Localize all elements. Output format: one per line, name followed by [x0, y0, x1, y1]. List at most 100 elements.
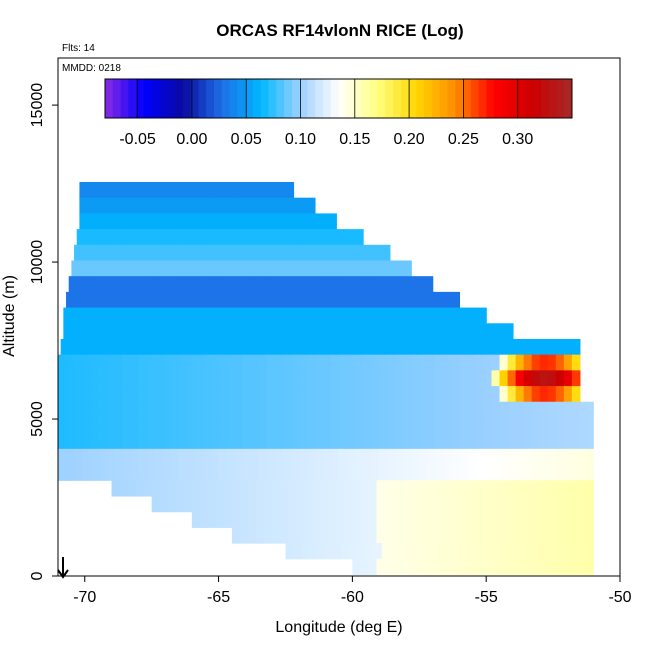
- heat-cell: [448, 307, 458, 324]
- heat-cell: [79, 182, 89, 199]
- heat-cell: [341, 543, 351, 560]
- heat-cell: [74, 386, 83, 403]
- heat-cell: [333, 543, 343, 560]
- heat-cell: [199, 213, 209, 230]
- heat-cell: [293, 229, 303, 246]
- heat-cell: [239, 213, 249, 230]
- heat-cell: [451, 291, 461, 309]
- heat-cell: [103, 307, 113, 324]
- heat-cell: [384, 260, 394, 277]
- heat-cell: [231, 260, 241, 277]
- x-tick-label: -65: [207, 589, 230, 606]
- heat-cell: [352, 495, 362, 513]
- heat-cell: [579, 448, 589, 466]
- heat-cell: [154, 401, 163, 419]
- heat-cell: [312, 260, 321, 277]
- heat-cell: [210, 417, 220, 434]
- heat-cell: [376, 511, 386, 528]
- heat-cell: [106, 464, 115, 481]
- heat-cell: [440, 495, 450, 513]
- heat-cell: [226, 370, 236, 387]
- heat-cell: [258, 244, 268, 262]
- heat-cell: [98, 464, 107, 481]
- heat-cell: [280, 307, 289, 324]
- heat-cell: [231, 307, 241, 324]
- heat-cell: [202, 244, 212, 262]
- heat-cell: [320, 527, 329, 544]
- heat-cell: [328, 307, 337, 324]
- heat-cell: [438, 543, 447, 560]
- heat-cell: [277, 338, 287, 356]
- heat-cell: [231, 511, 241, 528]
- heat-cell: [499, 354, 509, 371]
- heat-cell: [587, 417, 594, 434]
- heat-cell: [231, 527, 241, 544]
- heat-cell: [459, 417, 469, 434]
- heat-cell: [408, 511, 418, 528]
- heat-cell: [114, 448, 123, 466]
- heat-cell: [140, 276, 150, 293]
- heat-cell: [314, 433, 324, 450]
- heat-cell: [162, 417, 171, 434]
- heat-cell: [130, 386, 139, 403]
- heat-cell: [574, 338, 581, 356]
- heat-cell: [298, 464, 308, 481]
- heat-cell: [339, 386, 348, 403]
- heat-cell: [451, 354, 461, 371]
- heat-cell: [237, 276, 246, 293]
- heat-cell: [296, 511, 305, 528]
- colorbar-swatch: [151, 79, 160, 118]
- heat-cell: [226, 244, 236, 262]
- heat-cell: [248, 323, 257, 340]
- heat-cell: [258, 401, 268, 419]
- heat-cell: [520, 511, 530, 528]
- heat-cell: [92, 276, 102, 293]
- heat-cell: [234, 433, 244, 450]
- heat-cell: [483, 401, 493, 419]
- heat-cell: [226, 464, 236, 481]
- heat-cell: [478, 338, 487, 356]
- colorbar-swatch: [159, 79, 168, 118]
- heat-cell: [167, 260, 177, 277]
- heat-cell: [555, 370, 565, 387]
- heat-cell: [234, 386, 244, 403]
- heat-cell: [282, 291, 292, 309]
- heat-cell: [314, 448, 324, 466]
- heat-cell: [296, 480, 305, 497]
- heat-cell: [162, 464, 171, 481]
- heat-cell: [472, 527, 482, 544]
- heat-cell: [183, 213, 193, 230]
- heat-cell: [314, 417, 324, 434]
- heat-cell: [114, 244, 123, 262]
- heat-cell: [148, 229, 158, 246]
- heat-cell: [170, 354, 180, 371]
- heat-cell: [387, 370, 396, 387]
- heat-cell: [424, 307, 434, 324]
- heat-cell: [363, 464, 372, 481]
- heat-cell: [523, 464, 533, 481]
- heat-cell: [529, 527, 538, 544]
- heat-cell: [545, 511, 554, 528]
- colorbar-tick-label: 0.30: [502, 131, 533, 148]
- heat-cell: [384, 307, 394, 324]
- heat-cell: [491, 401, 501, 419]
- heat-cell: [408, 260, 412, 277]
- heat-cell: [440, 480, 450, 497]
- heat-cell: [175, 197, 185, 214]
- heat-cell: [248, 307, 257, 324]
- heat-cell: [135, 213, 145, 230]
- heat-cell: [90, 448, 99, 466]
- heat-cell: [253, 276, 262, 293]
- heat-cell: [296, 260, 305, 277]
- heat-cell: [577, 511, 586, 528]
- heat-cell: [483, 354, 493, 371]
- heat-cell: [298, 386, 308, 403]
- heat-cell: [242, 464, 252, 481]
- heat-cell: [330, 401, 340, 419]
- heat-cell: [189, 276, 198, 293]
- heat-cell: [221, 229, 230, 246]
- heat-cell: [194, 433, 204, 450]
- heat-cell: [285, 276, 295, 293]
- heat-cell: [553, 495, 562, 513]
- heat-cell: [248, 480, 257, 497]
